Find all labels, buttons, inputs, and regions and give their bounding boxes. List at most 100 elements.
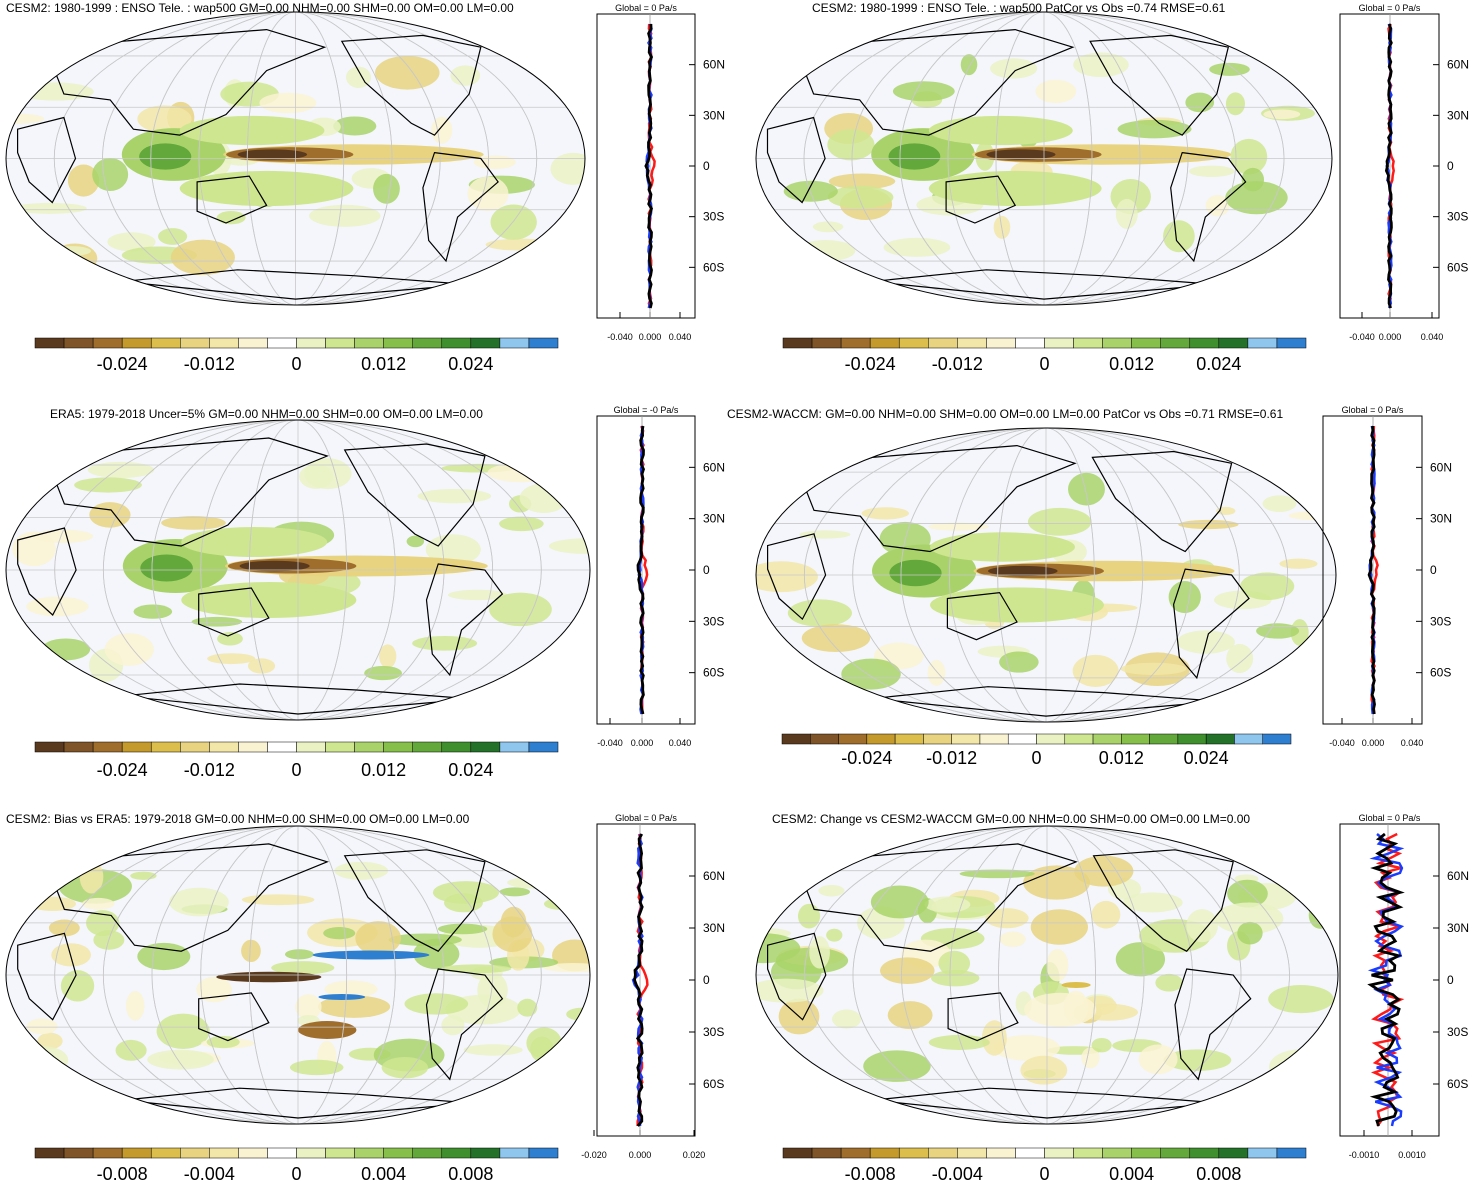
field-patch xyxy=(179,170,354,207)
coastline xyxy=(198,587,270,637)
colorbar-swatch xyxy=(209,337,239,349)
graticule-line xyxy=(248,420,348,720)
field-patch xyxy=(887,1001,933,1030)
field-patch xyxy=(440,964,512,974)
field-patch xyxy=(1024,992,1097,1027)
colorbar-label: -0.024 xyxy=(841,748,892,768)
field-patch xyxy=(797,903,821,929)
lat-label: 60N xyxy=(1447,869,1469,883)
field-patch xyxy=(37,1032,63,1050)
colorbar-swatch xyxy=(412,741,443,753)
colorbar-swatch xyxy=(869,1147,900,1159)
coastline xyxy=(871,686,1221,717)
field-patch xyxy=(216,211,246,225)
graticule-line xyxy=(151,420,445,720)
field-patch xyxy=(1290,619,1309,646)
colorbar-swatch xyxy=(383,337,413,349)
colorbar-swatch xyxy=(898,337,929,349)
colorbar-swatch xyxy=(840,337,871,349)
colorbar-label: -0.004 xyxy=(184,1164,235,1181)
x-tick-label: 0.040 xyxy=(1401,738,1424,748)
field-patch xyxy=(388,933,462,947)
panel-title: CESM2: Change vs CESM2-WACCM GM=0.00 NHM… xyxy=(772,812,1251,826)
coastline xyxy=(947,992,1019,1042)
panel-era5: ERA5: 1979-2018 Uncer=5% GM=0.00 NHM=0.0… xyxy=(0,402,740,792)
field-patch xyxy=(413,938,460,970)
colorbar-swatch xyxy=(986,337,1016,349)
field-patch xyxy=(801,624,871,653)
graticule-line xyxy=(200,420,396,720)
colorbar-swatch xyxy=(1177,733,1207,745)
field-patch xyxy=(1268,985,1334,1014)
panel-bias-vs-era5: CESM2: Bias vs ERA5: 1979-2018 GM=0.00 N… xyxy=(0,806,740,1181)
colorbar-swatch xyxy=(1160,337,1191,349)
colorbar-swatch xyxy=(180,1147,210,1159)
colorbar-swatch xyxy=(1131,1147,1161,1159)
coastline xyxy=(767,932,827,1021)
field-patch xyxy=(41,638,91,661)
field-patch xyxy=(1318,914,1338,929)
colorbar-label: 0.008 xyxy=(1196,1164,1241,1181)
field-patch xyxy=(181,582,357,618)
field-patch xyxy=(333,116,377,136)
colorbar-label: -0.024 xyxy=(97,354,148,374)
field-patch xyxy=(289,1059,344,1076)
colorbar-swatch xyxy=(412,1147,443,1159)
colorbar-swatch xyxy=(180,741,210,753)
field-patch xyxy=(1225,181,1288,215)
graticule-line xyxy=(998,826,1096,1124)
zonal-mean-curve xyxy=(633,833,644,1127)
field-patch xyxy=(883,237,951,257)
map-area xyxy=(756,12,1332,305)
graticule-line xyxy=(948,428,1144,722)
field-patch xyxy=(137,942,191,971)
field-patch xyxy=(799,530,851,539)
colorbar-label: -0.004 xyxy=(932,1164,983,1181)
field-patch xyxy=(1225,92,1246,116)
zonal-plot-title: Global = -0 Pa/s xyxy=(614,405,679,415)
field-patch xyxy=(889,559,942,587)
lat-label: 30N xyxy=(703,108,725,122)
field-patch xyxy=(1214,902,1284,935)
field-patch xyxy=(364,665,403,681)
coastline xyxy=(51,28,327,136)
graticule-line xyxy=(901,826,1193,1124)
colorbar-label: 0.012 xyxy=(1099,748,1144,768)
colorbar-label: 0.004 xyxy=(361,1164,406,1181)
colorbar-swatch xyxy=(1036,733,1066,745)
panel-title: CESM2: Bias vs ERA5: 1979-2018 GM=0.00 N… xyxy=(6,812,470,826)
colorbar-swatch xyxy=(811,1147,842,1159)
panel-title: CESM2-WACCM: GM=0.00 NHM=0.00 SHM=0.00 O… xyxy=(727,407,1284,421)
panel-figure: -0.024 -0.012 0 0.012 0.024 Global = 0 Pa/s 60… xyxy=(755,3,1469,374)
field-patch xyxy=(89,502,131,528)
field-patch xyxy=(861,507,910,520)
field-patch xyxy=(10,663,41,686)
graticule-line xyxy=(900,428,1192,722)
colorbar-swatch xyxy=(782,337,813,349)
colorbar-swatch xyxy=(1131,337,1161,349)
colorbar-swatch xyxy=(1064,733,1094,745)
colorbar-swatch xyxy=(1044,337,1074,349)
colorbar-swatch xyxy=(898,1147,929,1159)
x-tick-label: 0.040 xyxy=(669,332,692,342)
graticule-line xyxy=(803,12,1285,305)
field-patch xyxy=(530,1036,554,1063)
x-tick-label: 0.000 xyxy=(631,738,654,748)
panel-title: CESM2: 1980-1999 : ENSO Tele. : wap500 G… xyxy=(6,1,514,15)
field-patch xyxy=(1155,973,1183,992)
zonal-mean-curve xyxy=(1367,833,1405,1127)
colorbar-swatch xyxy=(325,337,355,349)
colorbar-swatch xyxy=(986,1147,1016,1159)
colorbar-swatch xyxy=(383,1147,413,1159)
colorbar-swatch xyxy=(470,337,501,349)
field-patch xyxy=(156,1013,210,1049)
coastline xyxy=(871,269,1217,300)
field-patch xyxy=(818,884,845,897)
colorbar-label: 0.008 xyxy=(448,1164,493,1181)
colorbar-label: -0.012 xyxy=(932,354,983,374)
colorbar-label: -0.024 xyxy=(845,354,896,374)
coastline xyxy=(122,683,474,715)
field-patch xyxy=(756,457,802,490)
colorbar-swatch xyxy=(1276,337,1307,349)
zonal-mean-curve xyxy=(1367,425,1376,715)
